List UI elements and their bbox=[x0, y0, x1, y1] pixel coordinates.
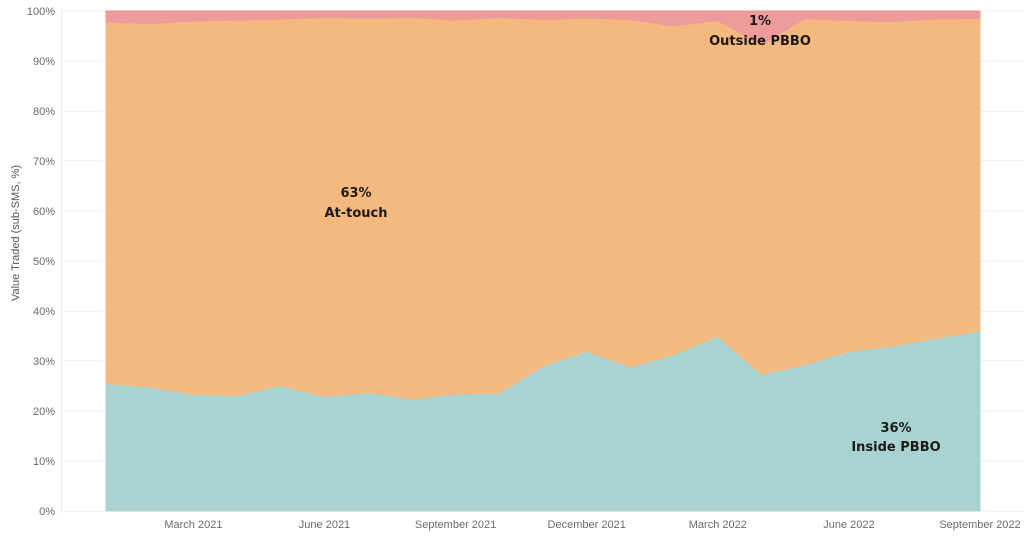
area-series-group bbox=[105, 10, 981, 512]
y-tick-label: 0% bbox=[39, 506, 55, 518]
annotation-outside-pbbo-label: Outside PBBO bbox=[709, 34, 811, 49]
x-tick-label: September 2021 bbox=[415, 519, 496, 531]
y-tick-label: 60% bbox=[33, 206, 55, 218]
annotation-at-touch-pct: 63% bbox=[340, 186, 371, 201]
x-tick-label: December 2021 bbox=[548, 519, 626, 531]
annotation-inside-pbbo-pct: 36% bbox=[880, 421, 911, 436]
x-tick-label: June 2022 bbox=[823, 519, 874, 531]
x-axis-ticks: March 2021 June 2021 September 2021 Decembe… bbox=[164, 519, 1020, 531]
x-tick-label: March 2021 bbox=[164, 519, 222, 531]
annotation-outside-pbbo-pct: 1% bbox=[749, 14, 771, 29]
y-tick-label: 100% bbox=[27, 6, 55, 18]
y-tick-label: 40% bbox=[33, 306, 55, 318]
annotation-at-touch: 63% At-touch bbox=[324, 186, 387, 221]
y-tick-label: 50% bbox=[33, 256, 55, 268]
x-tick-label: March 2022 bbox=[689, 519, 747, 531]
x-tick-label: September 2022 bbox=[939, 519, 1020, 531]
y-axis-title: Value Traded (sub-SMS, %) bbox=[10, 165, 22, 301]
annotation-at-touch-label: At-touch bbox=[324, 206, 387, 221]
area-at-touch bbox=[105, 16, 981, 400]
annotation-outside-pbbo: 1% Outside PBBO bbox=[709, 14, 811, 49]
y-tick-label: 70% bbox=[33, 156, 55, 168]
x-tick-label: June 2021 bbox=[299, 519, 350, 531]
annotation-inside-pbbo-label: Inside PBBO bbox=[851, 440, 940, 455]
area-outside-pbbo bbox=[105, 10, 981, 46]
y-tick-label: 80% bbox=[33, 106, 55, 118]
y-axis-ticks: 0% 10% 20% 30% 40% 50% 60% 70% 80% 90% 100% bbox=[27, 6, 55, 518]
annotation-inside-pbbo: 36% Inside PBBO bbox=[851, 421, 940, 455]
y-tick-label: 90% bbox=[33, 56, 55, 68]
y-tick-label: 30% bbox=[33, 356, 55, 368]
y-tick-label: 20% bbox=[33, 406, 55, 418]
y-tick-label: 10% bbox=[33, 456, 55, 468]
